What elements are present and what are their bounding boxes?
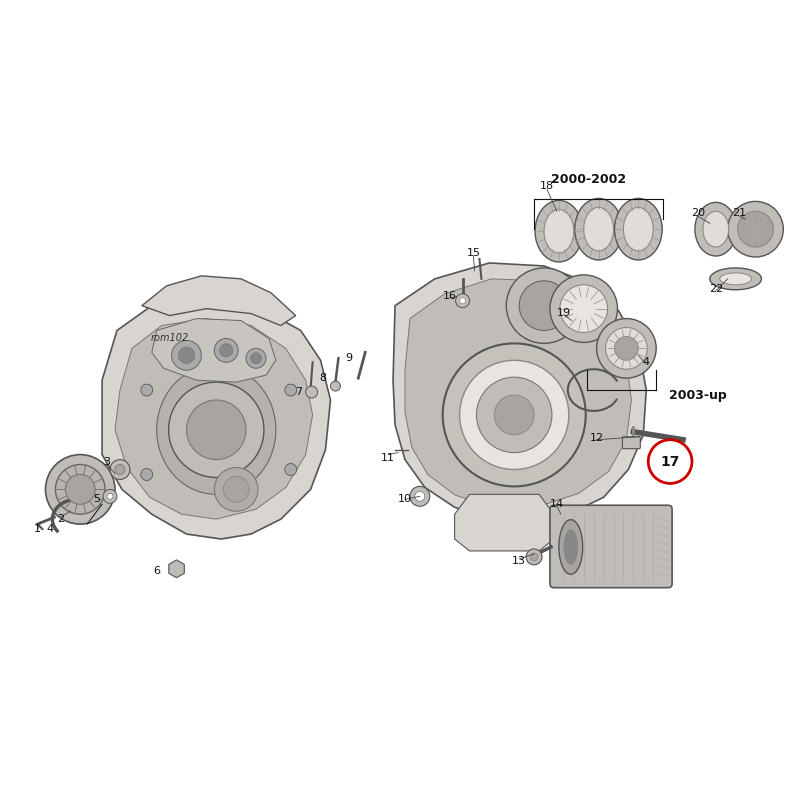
Circle shape [614,337,638,360]
Text: 17: 17 [661,454,680,469]
Text: 3: 3 [103,457,110,466]
Ellipse shape [157,366,276,494]
Circle shape [46,454,115,524]
Circle shape [66,474,95,504]
Ellipse shape [703,211,729,247]
Text: 16: 16 [442,290,457,301]
Circle shape [477,377,552,453]
FancyBboxPatch shape [550,506,672,588]
Text: 22: 22 [709,284,723,294]
Circle shape [55,465,105,514]
Ellipse shape [544,210,574,253]
Circle shape [330,381,341,391]
Text: 2: 2 [57,514,64,524]
Circle shape [494,395,534,434]
Circle shape [110,459,130,479]
Circle shape [459,360,569,470]
Text: 1: 1 [34,524,41,534]
Circle shape [141,384,153,396]
Circle shape [250,353,262,364]
FancyBboxPatch shape [622,437,640,449]
Text: 4: 4 [642,358,650,367]
Circle shape [606,327,647,370]
Circle shape [223,477,249,502]
Circle shape [459,298,466,304]
Text: rom102: rom102 [150,334,189,343]
Ellipse shape [584,207,614,251]
Circle shape [519,281,569,330]
Circle shape [141,469,153,481]
Circle shape [442,343,586,486]
Ellipse shape [614,198,662,260]
Text: 6: 6 [154,566,160,576]
Text: 2003-up: 2003-up [669,389,726,402]
Ellipse shape [574,198,622,260]
Text: 8: 8 [319,373,326,383]
Polygon shape [102,298,330,539]
Circle shape [560,285,607,333]
Circle shape [285,384,297,396]
Circle shape [285,463,297,475]
Text: 14: 14 [550,499,564,510]
Text: 19: 19 [557,308,571,318]
Circle shape [171,341,202,370]
Ellipse shape [720,273,751,285]
Circle shape [178,347,194,363]
Circle shape [506,268,582,343]
Text: 21: 21 [733,208,746,218]
Ellipse shape [710,268,762,290]
Ellipse shape [623,207,654,251]
Polygon shape [115,318,313,519]
Circle shape [103,490,117,503]
Circle shape [728,202,783,257]
Text: 5: 5 [94,494,101,504]
Circle shape [214,467,258,511]
Ellipse shape [564,530,578,564]
Text: 13: 13 [512,556,526,566]
Circle shape [550,275,618,342]
Ellipse shape [535,200,582,262]
Text: 2000-2002: 2000-2002 [551,173,626,186]
Circle shape [456,294,470,308]
Text: 18: 18 [540,182,554,191]
Text: 12: 12 [590,433,604,442]
Circle shape [246,348,266,368]
Text: 9: 9 [345,354,352,363]
Circle shape [220,344,233,357]
Text: 7: 7 [295,387,302,397]
Circle shape [526,549,542,565]
Text: 20: 20 [691,208,705,218]
Circle shape [530,553,538,561]
Ellipse shape [559,520,582,574]
Text: 10: 10 [398,494,412,504]
Circle shape [597,318,656,378]
Text: 15: 15 [466,248,481,258]
Circle shape [415,491,425,502]
Polygon shape [393,263,646,521]
Polygon shape [142,276,296,326]
Circle shape [186,400,246,459]
Polygon shape [152,318,276,382]
Text: 4: 4 [47,524,54,534]
Circle shape [115,465,125,474]
Text: 11: 11 [381,453,395,462]
Polygon shape [405,279,631,507]
Polygon shape [454,494,554,551]
Circle shape [214,338,238,362]
Ellipse shape [695,202,737,256]
Circle shape [107,494,113,499]
Circle shape [738,211,774,247]
Circle shape [306,386,318,398]
Circle shape [410,486,430,506]
Circle shape [169,382,264,478]
